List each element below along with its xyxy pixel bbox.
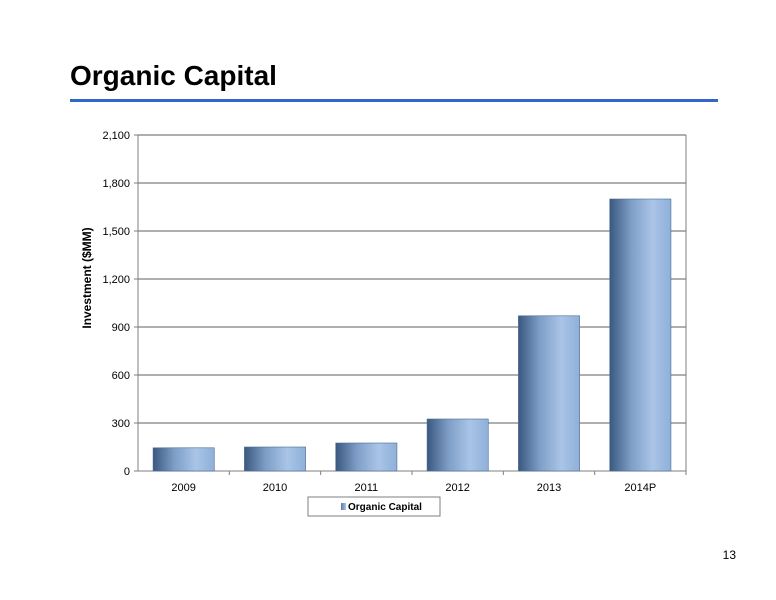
bars <box>152 198 672 472</box>
bar-2010 <box>244 446 306 472</box>
x-tick-label: 2011 <box>355 482 379 494</box>
y-axis-ticks: 0 300 600 900 1,200 1,500 1,800 2,100 <box>102 130 138 478</box>
y-tick-label: 1,200 <box>102 274 130 286</box>
gridlines <box>138 134 686 424</box>
y-tick-label: 900 <box>112 322 130 334</box>
y-tick-label: 300 <box>112 418 130 430</box>
y-tick-label: 1,500 <box>102 226 130 238</box>
y-tick-label: 600 <box>112 370 130 382</box>
bar-2013 <box>518 315 580 472</box>
legend-label: Organic Capital <box>348 502 422 513</box>
page-number: 13 <box>722 548 736 562</box>
bar-2012 <box>426 418 489 472</box>
x-tick-label: 2009 <box>171 482 195 494</box>
plot-area <box>137 135 687 472</box>
y-axis-label: Investment ($MM) <box>80 227 94 328</box>
x-tick-label: 2010 <box>263 482 287 494</box>
y-tick-label: 2,100 <box>102 130 130 142</box>
legend-box <box>307 496 441 517</box>
bar-2014P <box>609 198 672 472</box>
x-tick-label: 2012 <box>445 482 469 494</box>
bar-2011 <box>335 442 398 472</box>
y-tick-label: 0 <box>124 466 130 478</box>
title-underline <box>70 99 718 102</box>
bar-2009 <box>152 447 215 472</box>
y-tick-label: 1,800 <box>102 178 130 190</box>
x-axis-ticks: 2009 2010 2011 2012 2013 2014P <box>171 471 687 494</box>
x-tick-label: 2013 <box>537 482 561 494</box>
x-tick-label: 2014P <box>624 482 656 494</box>
legend-swatch <box>341 503 346 510</box>
slide-title: Organic Capital <box>70 60 277 91</box>
legend: Organic Capital <box>307 496 441 517</box>
